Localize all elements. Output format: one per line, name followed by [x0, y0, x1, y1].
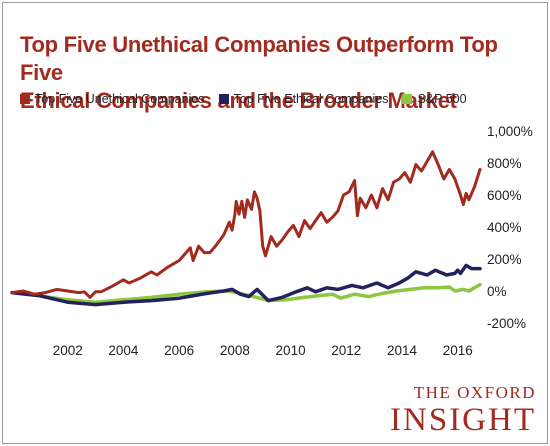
x-tick-label-7: 2016 [443, 343, 473, 358]
chart-legend: Top Five Unethical Companies Top Five Et… [20, 91, 481, 107]
x-tick-label-0: 2002 [53, 343, 83, 358]
series-line-1 [10, 263, 482, 307]
legend-item-ethical: Top Five Ethical Companies [218, 92, 389, 106]
series-line-2 [10, 282, 482, 304]
legend-swatch-sp500 [402, 94, 413, 104]
y-axis-tick-labels: 1,000% 800% 600% 400% 200% 0% -200% [487, 124, 533, 331]
y-tick-label-6: -200% [487, 316, 526, 331]
x-tick-label-4: 2010 [276, 343, 306, 358]
series-line-0 [10, 150, 482, 299]
legend-swatch-unethical [20, 94, 30, 104]
x-tick-label-5: 2012 [331, 343, 361, 358]
chart-title-line-1: Top Five Unethical Companies Outperform … [20, 32, 498, 85]
y-tick-label-5: 0% [487, 284, 507, 299]
brand-logo-line-2: INSIGHT [390, 402, 536, 438]
y-tick-label-1: 800% [487, 156, 522, 171]
brand-logo-line-1: THE OXFORD [413, 383, 536, 402]
chart-lines [10, 150, 482, 307]
legend-label-sp500: S&P 500 [417, 92, 467, 106]
x-tick-label-3: 2008 [220, 343, 250, 358]
y-tick-label-2: 600% [487, 188, 522, 203]
brand-logo: THE OXFORD INSIGHT [366, 383, 536, 439]
y-tick-label-3: 400% [487, 220, 522, 235]
y-tick-label-0: 1,000% [487, 124, 533, 139]
x-tick-label-1: 2004 [108, 343, 139, 358]
legend-label-unethical: Top Five Unethical Companies [35, 92, 205, 106]
chart-title-line-2: Ethical Companies and the Broader Market [20, 88, 457, 113]
legend-item-sp500: S&P 500 [402, 92, 467, 106]
x-axis-tick-labels: 2002 2004 2006 2008 2010 2012 2014 2016 [53, 343, 473, 358]
legend-swatch-ethical [218, 94, 229, 104]
chart-title: Top Five Unethical Companies Outperform … [20, 31, 540, 115]
y-tick-label-4: 200% [487, 252, 522, 267]
x-tick-label-2: 2006 [164, 343, 194, 358]
legend-item-unethical: Top Five Unethical Companies [20, 92, 205, 106]
x-tick-label-6: 2014 [387, 343, 418, 358]
legend-label-ethical: Top Five Ethical Companies [233, 92, 389, 106]
